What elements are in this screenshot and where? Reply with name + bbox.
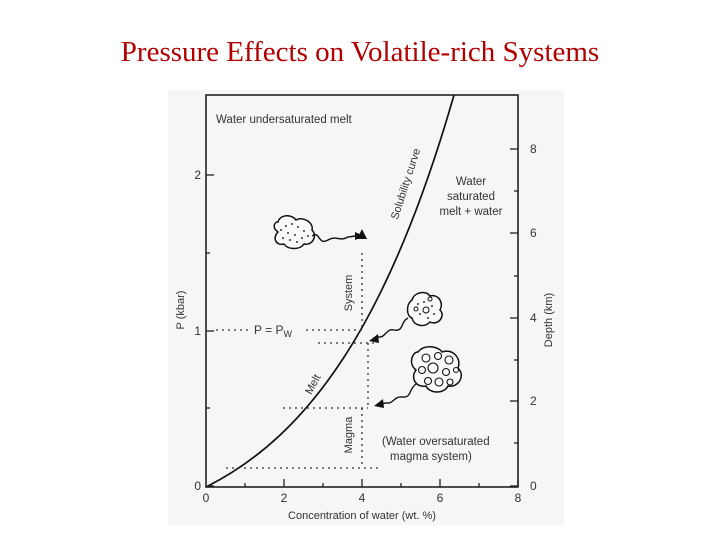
x-tick-6: 6 xyxy=(437,491,444,505)
x-tick-0: 0 xyxy=(203,491,210,505)
slide-title: Pressure Effects on Volatile-rich System… xyxy=(120,36,600,68)
magma-bubbles-blob-icon xyxy=(410,346,462,393)
y-left-tick-1: 1 xyxy=(194,324,201,338)
arrow-head-3 xyxy=(374,399,384,408)
pressure-equality-subscript: W xyxy=(283,329,292,339)
saturated-melt-blob-icon xyxy=(406,291,443,327)
y-right-tick-8: 8 xyxy=(530,142,537,156)
diagram-svg: 0 1 2 0 2 4 6 8 0 2 4 6 8 Concentration … xyxy=(168,90,564,525)
region-label-oversaturated-2: magma system) xyxy=(390,451,472,463)
region-label-saturated-2: saturated xyxy=(447,191,495,203)
solubility-curve xyxy=(207,94,455,487)
system-point-icon xyxy=(357,229,367,239)
y-right-axis-title: Depth (km) xyxy=(543,293,555,347)
melt-blob-icon xyxy=(273,215,316,250)
figure-background xyxy=(168,90,564,525)
wavy-arrow-1 xyxy=(311,234,356,243)
solubility-diagram: 0 1 2 0 2 4 6 8 0 2 4 6 8 Concentration … xyxy=(168,90,564,525)
y-right-tick-0: 0 xyxy=(530,479,537,493)
dotted-guides xyxy=(216,253,378,469)
y-right-tick-4: 4 xyxy=(530,311,537,325)
x-tick-2: 2 xyxy=(281,491,288,505)
region-label-undersaturated: Water undersaturated melt xyxy=(216,114,353,126)
y-left-tick-2: 2 xyxy=(194,168,201,182)
y-right-tick-6: 6 xyxy=(530,226,537,240)
pressure-equality-text: P = P xyxy=(254,323,283,337)
pressure-equality-label: P = PW xyxy=(254,323,292,339)
bottom-axis-ticks xyxy=(244,479,519,487)
arrow-head-2 xyxy=(369,334,379,343)
wavy-arrow-2 xyxy=(374,317,409,340)
wavy-arrow-3 xyxy=(380,383,417,405)
x-tick-8: 8 xyxy=(515,491,522,505)
region-label-saturated-3: melt + water xyxy=(440,206,503,218)
y-left-axis-title: P (kbar) xyxy=(175,291,187,330)
magma-label: Magma xyxy=(343,416,355,454)
left-axis-ticks xyxy=(206,174,214,487)
region-label-saturated-1: Water xyxy=(456,176,486,188)
system-label: System xyxy=(343,275,355,312)
x-tick-4: 4 xyxy=(359,491,366,505)
x-axis-title: Concentration of water (wt. %) xyxy=(288,510,436,522)
right-axis-ticks xyxy=(510,148,518,487)
region-label-oversaturated-1: (Water oversaturated xyxy=(382,436,490,448)
y-right-tick-2: 2 xyxy=(530,394,537,408)
y-left-tick-0: 0 xyxy=(194,479,201,493)
